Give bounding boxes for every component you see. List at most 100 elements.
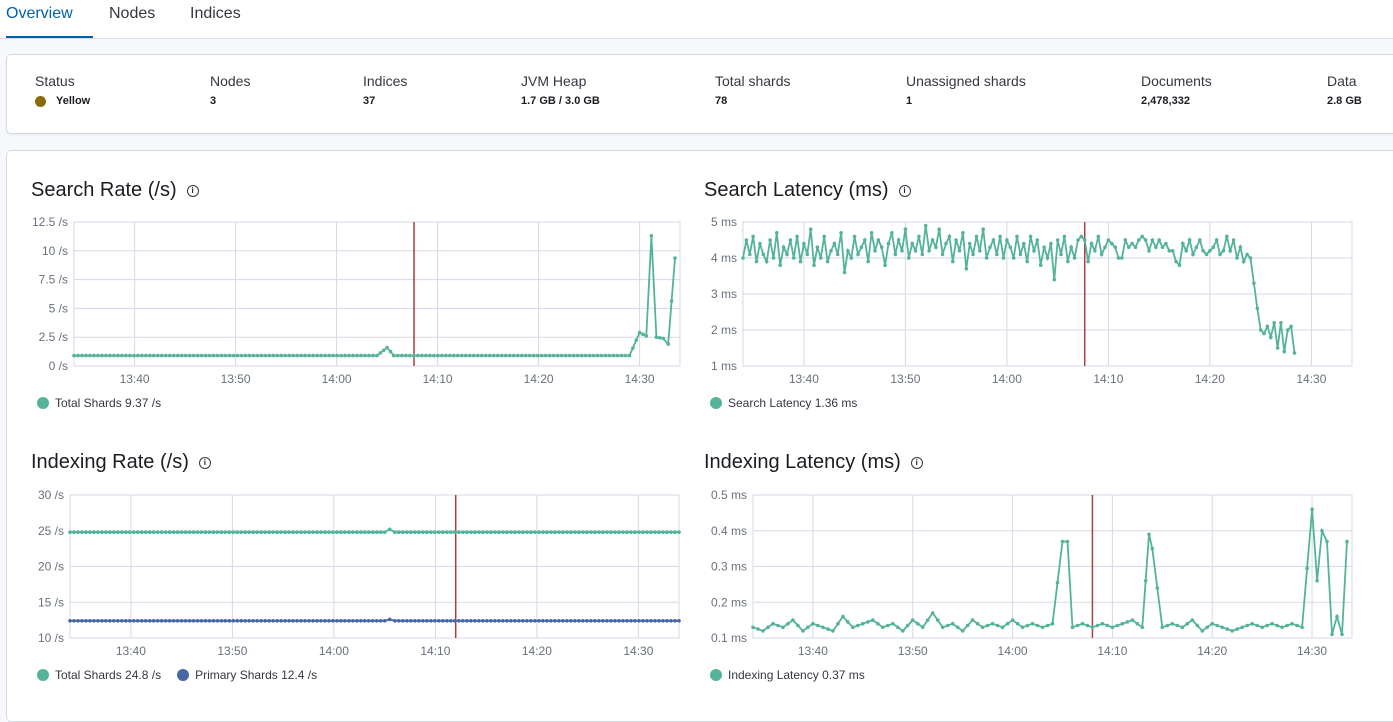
data-point <box>1040 625 1045 630</box>
data-point <box>425 619 429 623</box>
data-point <box>279 530 283 534</box>
y-tick-label: 1 ms <box>711 359 737 373</box>
legend-item-primary-shards[interactable]: Primary Shards 12.4 /s <box>177 668 317 682</box>
data-point <box>937 227 941 231</box>
data-point <box>785 252 789 257</box>
info-icon[interactable]: i <box>910 456 923 469</box>
data-point <box>96 619 100 623</box>
data-point <box>489 530 493 534</box>
data-point <box>581 619 585 623</box>
data-point <box>527 353 532 358</box>
data-point <box>645 530 649 534</box>
tab-overview[interactable]: Overview <box>6 0 93 38</box>
data-point <box>275 619 279 623</box>
data-point <box>76 619 80 623</box>
data-point <box>1204 252 1209 257</box>
data-point <box>433 619 437 623</box>
indexing-rate-title: Indexing Rate (/s) i <box>31 451 211 474</box>
info-icon[interactable]: i <box>186 184 199 197</box>
data-point <box>295 353 300 358</box>
data-point <box>183 530 188 534</box>
data-point <box>374 530 379 534</box>
data-point <box>367 353 371 358</box>
data-point <box>974 234 979 239</box>
data-point <box>553 530 557 534</box>
legend-item-total-shards[interactable]: Total Shards 9.37 /s <box>37 396 161 410</box>
data-point <box>1115 623 1120 628</box>
data-point <box>413 619 417 623</box>
data-point <box>615 353 620 358</box>
legend-item-indexing-latency[interactable]: Indexing Latency 0.37 ms <box>710 668 865 682</box>
data-point <box>1218 252 1222 257</box>
data-point <box>1255 306 1260 311</box>
data-point <box>135 619 140 623</box>
tab-nodes[interactable]: Nodes <box>109 5 156 22</box>
data-point <box>621 619 625 623</box>
data-point <box>1295 623 1299 628</box>
data-point <box>421 619 425 623</box>
data-point <box>223 530 228 534</box>
info-icon[interactable]: i <box>898 184 911 197</box>
data-point <box>465 619 469 623</box>
data-point <box>489 619 493 623</box>
data-point <box>453 530 457 534</box>
data-point <box>832 241 837 246</box>
data-point <box>477 530 481 534</box>
data-point <box>449 530 453 534</box>
data-point <box>1289 324 1293 329</box>
y-tick-label: 30 /s <box>38 488 64 502</box>
data-point <box>163 353 168 358</box>
data-point <box>416 353 420 358</box>
data-point <box>593 530 597 534</box>
data-point <box>559 353 564 358</box>
data-point <box>1248 256 1253 260</box>
data-point <box>271 530 275 534</box>
data-point <box>124 530 128 534</box>
data-point <box>420 353 424 358</box>
legend-item-total-shards[interactable]: Total Shards 24.8 /s <box>37 668 161 682</box>
data-point <box>1220 625 1224 630</box>
data-point <box>1238 245 1243 249</box>
data-point <box>131 619 136 623</box>
data-point <box>271 353 276 358</box>
data-point <box>1028 234 1033 239</box>
data-point <box>441 619 445 623</box>
data-point <box>307 530 311 534</box>
data-point <box>595 353 600 358</box>
data-point <box>1245 252 1249 257</box>
data-point <box>1137 238 1141 242</box>
info-icon[interactable]: i <box>198 456 211 469</box>
data-point <box>243 530 247 534</box>
data-point <box>649 619 653 623</box>
data-point <box>822 234 826 239</box>
data-point <box>967 241 972 246</box>
data-point <box>934 245 938 249</box>
legend-item-search-latency[interactable]: Search Latency 1.36 ms <box>710 396 857 410</box>
data-point <box>611 353 616 358</box>
data-point <box>441 530 445 534</box>
data-point <box>925 618 930 622</box>
data-point <box>485 619 489 623</box>
data-point <box>1275 346 1280 350</box>
data-point <box>151 353 156 358</box>
data-point <box>279 619 283 623</box>
tab-indices[interactable]: Indices <box>190 5 241 22</box>
data-point <box>1093 249 1097 253</box>
data-point <box>1110 241 1114 246</box>
data-point <box>1285 328 1290 332</box>
data-point <box>863 238 867 242</box>
x-tick-label: 13:40 <box>120 372 150 386</box>
data-point <box>171 353 176 358</box>
stat-status-label: Status <box>35 73 75 89</box>
data-point <box>339 353 343 358</box>
data-point <box>1157 238 1161 242</box>
data-point <box>191 530 196 534</box>
data-point <box>116 619 120 623</box>
data-point <box>104 530 108 534</box>
data-point <box>861 621 865 626</box>
data-point <box>791 618 795 622</box>
data-point <box>139 619 144 623</box>
data-point <box>259 530 264 534</box>
data-point <box>370 530 375 534</box>
data-point <box>1170 249 1175 253</box>
